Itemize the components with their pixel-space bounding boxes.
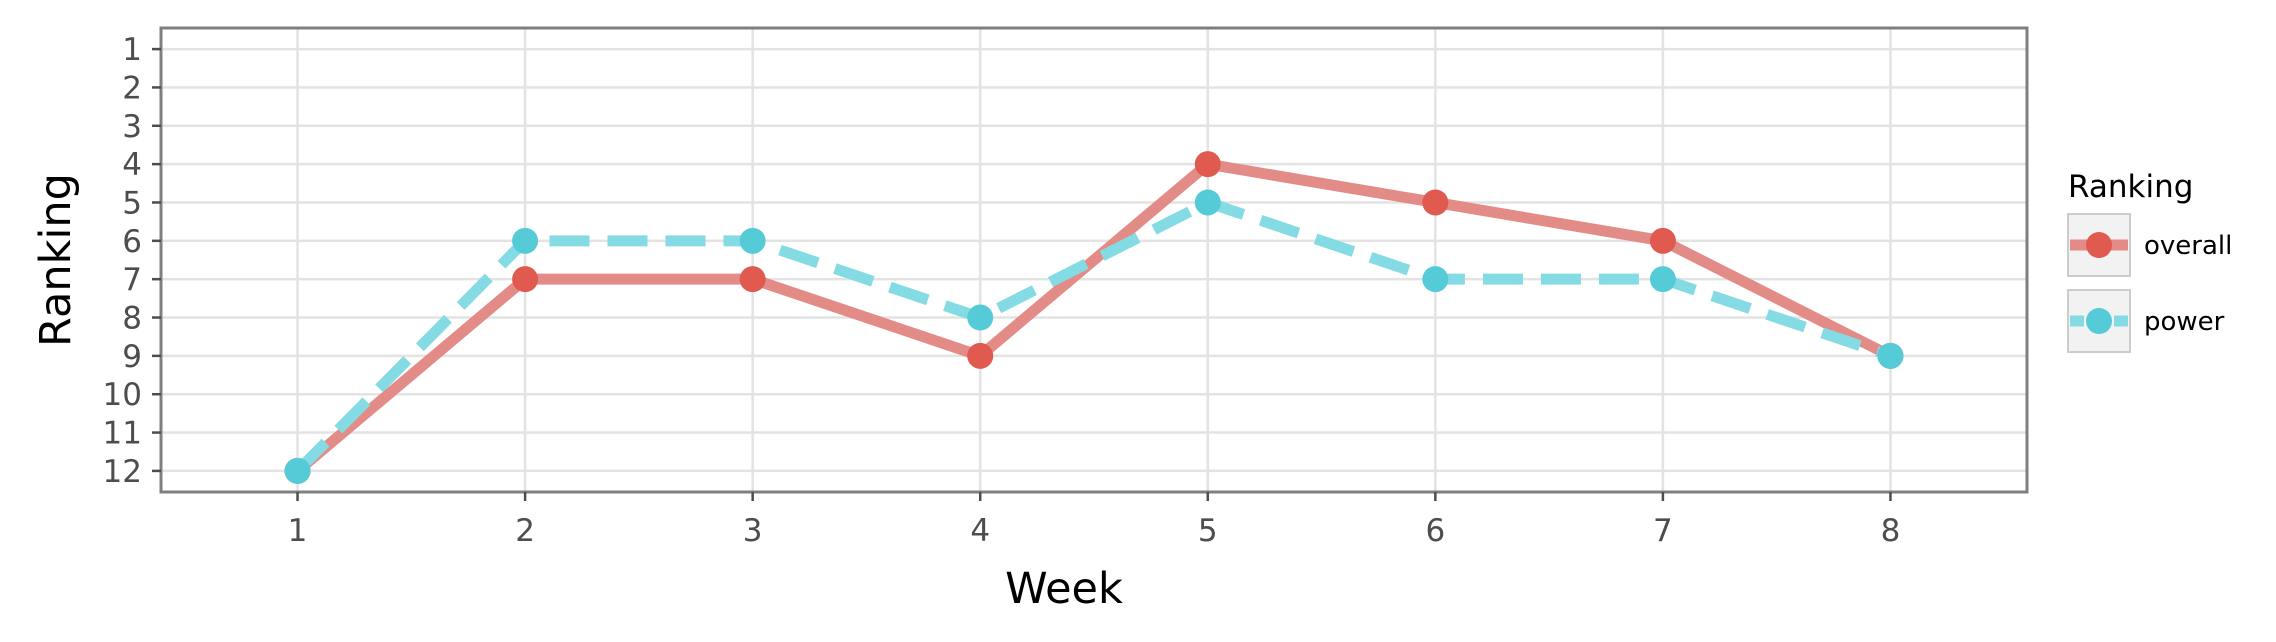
legend-label: power: [2144, 307, 2225, 337]
data-point-power: [1194, 189, 1221, 216]
y-tick-label: 4: [122, 147, 142, 183]
series-line-power: [293, 196, 1893, 475]
x-tick-label: 1: [288, 513, 308, 549]
legend-item-power: power: [2067, 289, 2225, 353]
y-tick-label: 1: [122, 32, 142, 68]
legend: Ranking overall power: [2067, 169, 2232, 353]
y-tick-label: 10: [103, 377, 142, 413]
y-tick-label: 2: [122, 70, 142, 106]
legend-key-marker: [2086, 308, 2112, 334]
y-tick-label: 5: [122, 185, 142, 221]
x-tick-label: 4: [970, 513, 990, 549]
data-point-power: [1422, 266, 1449, 293]
data-point-overall: [512, 266, 539, 293]
data-point-overall: [1649, 227, 1676, 254]
series-points: [284, 151, 1904, 484]
x-tick-label: 3: [743, 513, 763, 549]
y-tick-label: 6: [122, 224, 142, 260]
legend-key-marker: [2086, 232, 2112, 258]
data-point-power: [284, 457, 311, 484]
series-lines: [293, 158, 1893, 476]
axis-ticks: [152, 47, 1892, 501]
y-tick-label: 7: [122, 262, 142, 298]
y-tick-label: 9: [122, 339, 142, 375]
data-point-power: [1877, 342, 1904, 369]
legend-title: Ranking: [2068, 169, 2193, 205]
data-point-overall: [1422, 189, 1449, 216]
series-line-overall: [293, 158, 1893, 476]
data-point-power: [1649, 266, 1676, 293]
x-tick-label: 8: [1881, 513, 1901, 549]
legend-label: overall: [2144, 231, 2232, 261]
y-axis-title: Ranking: [31, 173, 81, 347]
y-tick-label: 11: [103, 416, 142, 452]
data-point-overall: [1194, 151, 1221, 178]
x-tick-label: 5: [1198, 513, 1218, 549]
y-tick-label: 3: [122, 109, 142, 145]
data-point-power: [512, 227, 539, 254]
x-tick-labels: 1 2 3 4 5 6 7 8: [288, 513, 1901, 549]
x-tick-label: 7: [1653, 513, 1673, 549]
data-point-power: [967, 304, 994, 331]
y-tick-label: 8: [122, 301, 142, 337]
plot-border: [159, 26, 2029, 494]
x-tick-label: 2: [515, 513, 535, 549]
data-point-overall: [739, 266, 766, 293]
y-tick-label: 12: [103, 454, 142, 490]
x-axis-title: Week: [1005, 564, 1123, 614]
x-tick-label: 6: [1425, 513, 1445, 549]
legend-item-overall: overall: [2067, 213, 2232, 277]
data-point-overall: [967, 342, 994, 369]
data-point-power: [739, 227, 766, 254]
grid-lines: [161, 28, 2027, 492]
